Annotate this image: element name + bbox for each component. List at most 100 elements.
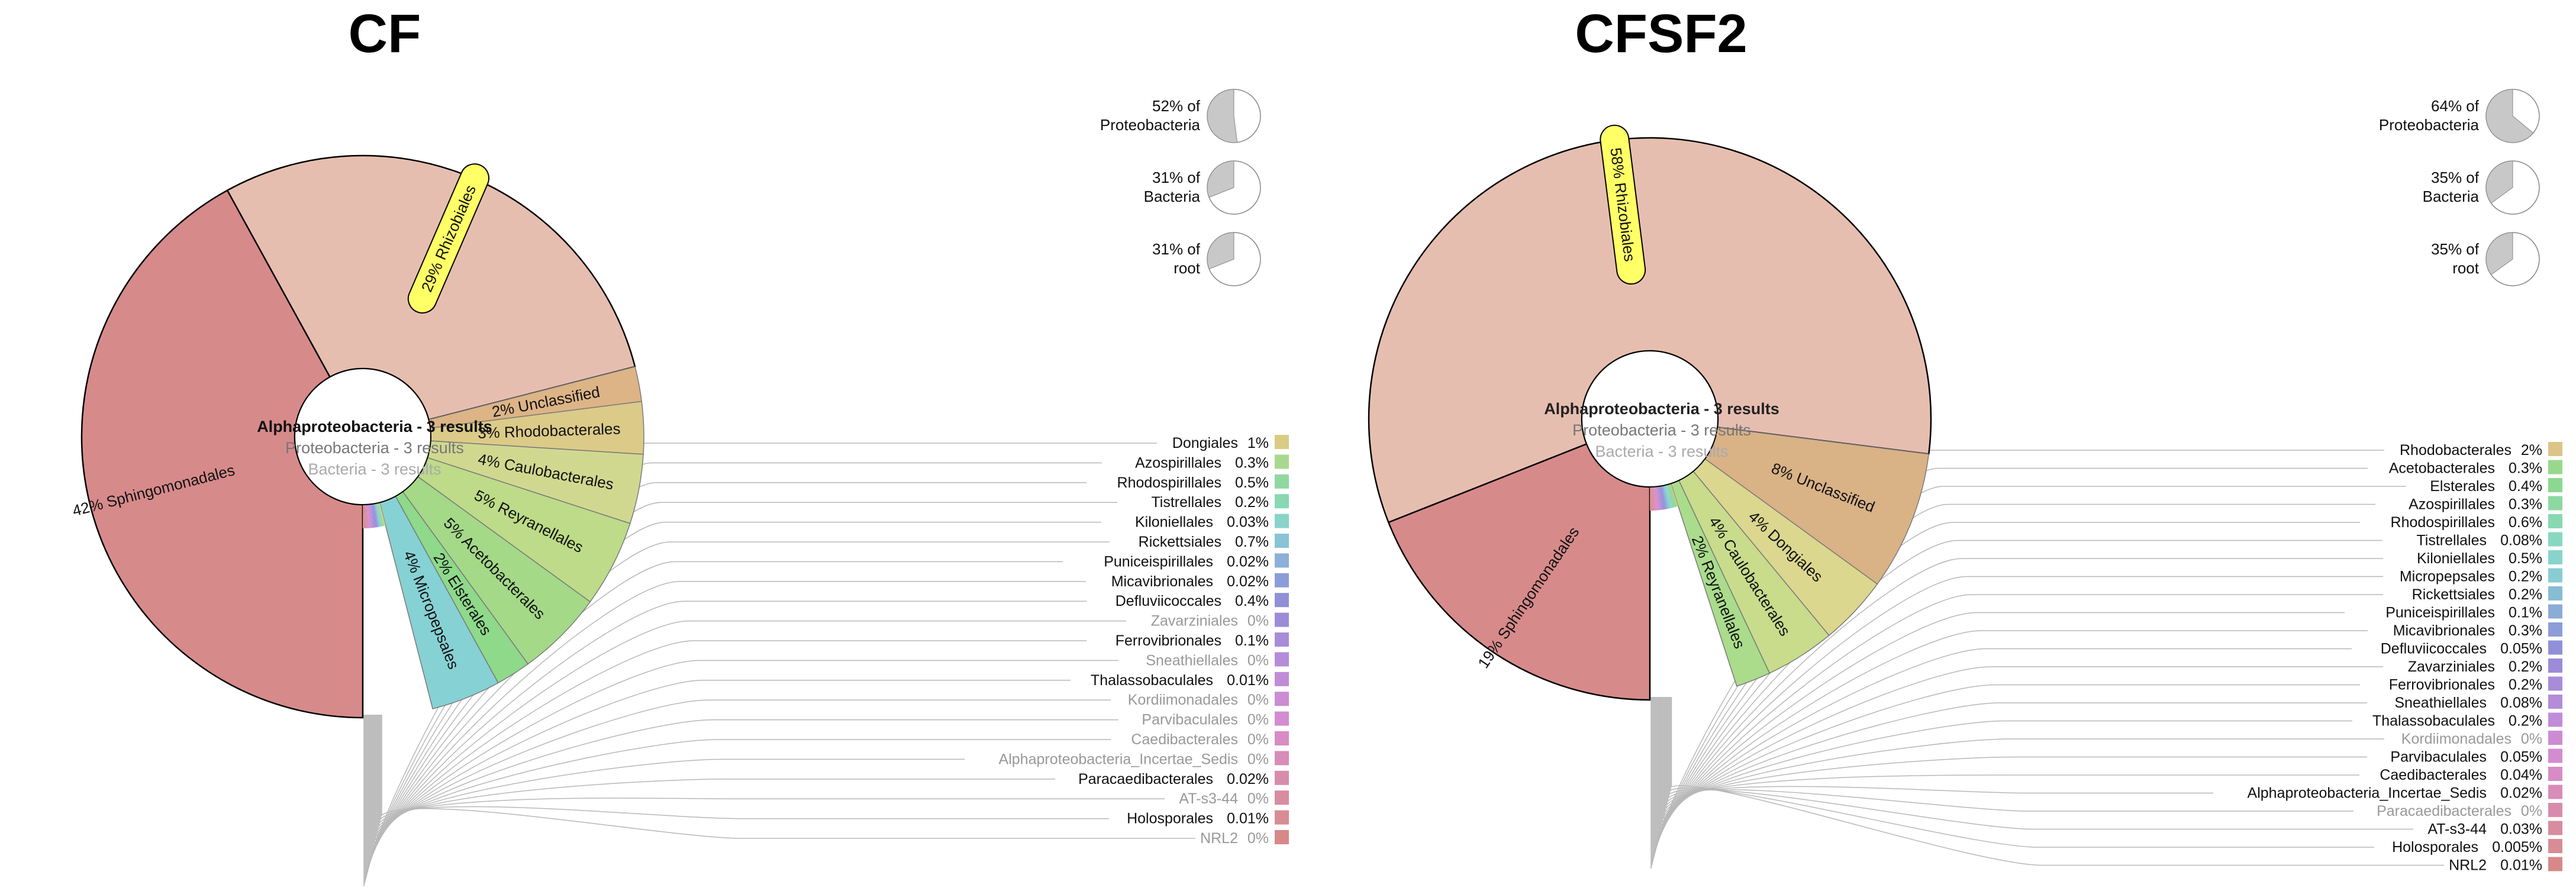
- slice-tistrellales[interactable]: [376, 503, 383, 527]
- center-parent[interactable]: Proteobacteria - 3 results: [285, 439, 464, 457]
- slice-rickettsiales[interactable]: [375, 503, 381, 527]
- slice-rhodobacterales[interactable]: [1670, 483, 1678, 507]
- center-title[interactable]: Alphaproteobacteria - 3 results: [1544, 400, 1779, 418]
- slice-at-s3-44[interactable]: [1652, 486, 1654, 511]
- legend-name[interactable]: Caedibacterales: [1131, 731, 1238, 748]
- legend-name[interactable]: Rickettsiales: [2412, 586, 2495, 603]
- legend-name[interactable]: Zavarziniales: [1151, 613, 1238, 629]
- slice-zavarziniales[interactable]: [1659, 486, 1665, 510]
- legend-value: 0.1%: [2509, 605, 2542, 621]
- slice-ferrovibrionales[interactable]: [370, 504, 375, 528]
- legend-name[interactable]: Paracaedibacterales: [2377, 803, 2511, 819]
- slice-sneathiellales[interactable]: [1658, 486, 1662, 510]
- legend-name[interactable]: Alphaproteobacteria_Incertae_Sedis: [999, 751, 1238, 767]
- slice-holosporales[interactable]: [1650, 486, 1653, 511]
- legend-name[interactable]: Ferrovibrionales: [2389, 677, 2495, 693]
- slice-defluviicoccales[interactable]: [372, 503, 378, 528]
- slice-defluviicoccales[interactable]: [1660, 486, 1666, 510]
- slice-kordiimonadales[interactable]: [1656, 486, 1660, 511]
- legend-name[interactable]: Caedibacterales: [2380, 767, 2487, 783]
- highlight-badge[interactable]: [1599, 124, 1647, 286]
- center-grandparent[interactable]: Bacteria - 3 results: [1595, 443, 1728, 460]
- slice-micropepsales[interactable]: [1663, 485, 1671, 509]
- slice-ferrovibrionales[interactable]: [1659, 486, 1663, 510]
- slice-caedibacterales[interactable]: [366, 504, 370, 528]
- legend-name[interactable]: Puniceispirillales: [1104, 553, 1213, 570]
- legend-name[interactable]: Holosporales: [1127, 811, 1213, 827]
- slice-sneathiellales[interactable]: [370, 504, 374, 528]
- slice-thalassobaculales[interactable]: [369, 504, 373, 528]
- center-grandparent[interactable]: Bacteria - 3 results: [308, 460, 441, 478]
- slice-nrl2[interactable]: [1650, 486, 1652, 511]
- slice-acetobacterales[interactable]: [1669, 483, 1677, 507]
- slice-azospirillales[interactable]: [378, 502, 385, 527]
- slice-paracaedibacterales[interactable]: [1652, 486, 1655, 511]
- legend-name[interactable]: Acetobacterales: [2389, 460, 2495, 477]
- highlight-badge[interactable]: [404, 160, 493, 318]
- legend-name[interactable]: Kordiimonadales: [2401, 731, 2511, 747]
- legend-name[interactable]: Dongiales: [1172, 435, 1238, 451]
- slice-azospirillales[interactable]: [1667, 484, 1675, 508]
- legend-name[interactable]: Parvibaculales: [1142, 712, 1238, 728]
- legend-name[interactable]: Azospirillales: [2409, 496, 2495, 513]
- legend-name[interactable]: AT-s3-44: [1179, 790, 1238, 807]
- legend-name[interactable]: Micavibrionales: [2393, 622, 2495, 639]
- legend-name[interactable]: Tistrellales: [1151, 494, 1221, 511]
- legend-name[interactable]: Kiloniellales: [1135, 514, 1213, 531]
- slice-kiloniellales[interactable]: [1665, 485, 1672, 509]
- slice-paracaedibacterales[interactable]: [365, 504, 367, 528]
- slice-thalassobaculales[interactable]: [1657, 486, 1661, 511]
- slice-parvibaculales[interactable]: [1655, 486, 1659, 511]
- legend-name[interactable]: Kordiimonadales: [1128, 692, 1238, 708]
- legend-name[interactable]: Paracaedibacterales: [1078, 771, 1213, 787]
- slice-rickettsiales[interactable]: [1663, 485, 1669, 509]
- legend-name[interactable]: Defluviicoccales: [1115, 593, 1221, 609]
- legend-name[interactable]: NRL2: [2449, 857, 2487, 874]
- legend-name[interactable]: Ferrovibrionales: [1115, 632, 1221, 649]
- slice-parvibaculales[interactable]: [367, 504, 370, 528]
- legend-name[interactable]: Kiloniellales: [2417, 550, 2495, 567]
- legend-name[interactable]: Puniceispirillales: [2385, 605, 2495, 621]
- legend-name[interactable]: Zavarziniales: [2408, 658, 2495, 675]
- slice-micavibrionales[interactable]: [373, 503, 378, 528]
- slice-caedibacterales[interactable]: [1654, 486, 1658, 511]
- legend-name[interactable]: Rhodobacterales: [2400, 442, 2511, 459]
- legend-name[interactable]: Rhodospirillales: [2391, 514, 2495, 531]
- legend-name[interactable]: Defluviicoccales: [2381, 641, 2487, 657]
- legend-name[interactable]: Alphaproteobacteria_Incertae_Sedis: [2248, 785, 2487, 802]
- slice-rhodospirillales[interactable]: [1666, 485, 1674, 508]
- slice-alphaproteobacteria_incertae_sedis[interactable]: [366, 504, 369, 528]
- legend-name[interactable]: NRL2: [1200, 830, 1238, 847]
- slice-rhodospirillales[interactable]: [377, 503, 383, 527]
- slice-dongiales[interactable]: [379, 502, 386, 526]
- slice-puniceispirillales[interactable]: [1662, 485, 1668, 509]
- slice-alphaproteobacteria_incertae_sedis[interactable]: [1653, 486, 1656, 511]
- legend-name[interactable]: Thalassobaculales: [1091, 672, 1213, 689]
- legend-name[interactable]: Rhodospirillales: [1117, 474, 1221, 491]
- legend-name[interactable]: Parvibaculales: [2390, 749, 2487, 766]
- legend-name[interactable]: AT-s3-44: [2427, 821, 2487, 838]
- slice-nrl2[interactable]: [363, 504, 364, 528]
- slice-puniceispirillales[interactable]: [374, 503, 379, 527]
- slice-kiloniellales[interactable]: [375, 503, 382, 527]
- legend-name[interactable]: Sneathiellales: [1146, 652, 1238, 669]
- center-title[interactable]: Alphaproteobacteria - 3 results: [257, 418, 492, 435]
- legend-name[interactable]: Micropepsales: [2400, 569, 2495, 585]
- slice-zavarziniales[interactable]: [372, 503, 376, 528]
- center-parent[interactable]: Proteobacteria - 3 results: [1572, 421, 1751, 439]
- legend-name[interactable]: Elsterales: [2430, 478, 2495, 495]
- slice-elsterales[interactable]: [1668, 484, 1677, 508]
- legend-value: 0.3%: [2509, 460, 2542, 477]
- slice-at-s3-44[interactable]: [364, 504, 366, 528]
- legend-name[interactable]: Rickettsiales: [1139, 534, 1221, 550]
- legend-name[interactable]: Azospirillales: [1135, 454, 1221, 471]
- legend-name[interactable]: Thalassobaculales: [2372, 713, 2495, 729]
- legend-name[interactable]: Tistrellales: [2416, 532, 2487, 549]
- slice-tistrellales[interactable]: [1665, 485, 1673, 508]
- legend-name[interactable]: Sneathiellales: [2394, 695, 2487, 711]
- slice-kordiimonadales[interactable]: [368, 504, 372, 528]
- legend-name[interactable]: Micavibrionales: [1111, 573, 1213, 590]
- legend-name[interactable]: Holosporales: [2392, 839, 2478, 856]
- slice-micavibrionales[interactable]: [1661, 486, 1667, 509]
- slice-holosporales[interactable]: [363, 504, 365, 528]
